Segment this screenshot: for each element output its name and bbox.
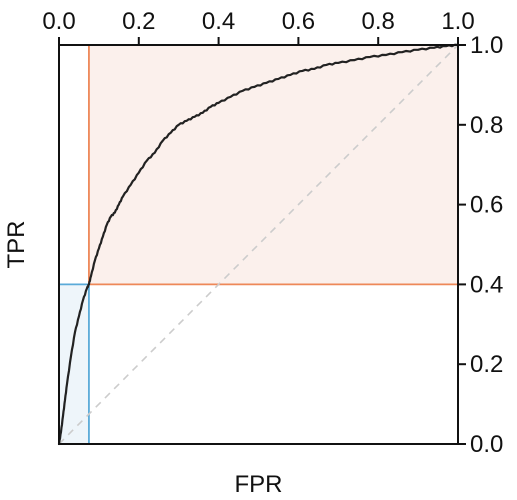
y-tick-label: 0.4 xyxy=(470,271,503,298)
y-axis-title: TPR xyxy=(3,221,30,269)
y-tick-label: 0.6 xyxy=(470,192,503,219)
x-tick-label: 0.4 xyxy=(202,8,235,35)
y-tick-label: 0.0 xyxy=(470,431,503,458)
lower-left-shaded-region xyxy=(59,284,89,444)
reference-diagonal-line xyxy=(58,44,459,445)
x-tick-label: 1.0 xyxy=(441,8,474,35)
upper-right-shaded-region xyxy=(88,45,459,285)
threshold-lines xyxy=(59,45,458,444)
x-tick-label: 0.2 xyxy=(122,8,155,35)
x-tick-label: 0.6 xyxy=(282,8,315,35)
x-tick-label: 0.8 xyxy=(362,8,395,35)
x-axis-title: FPR xyxy=(235,471,283,498)
y-axis-ticks: 0.0 0.2 0.4 0.6 0.8 1.0 xyxy=(458,32,503,458)
y-tick-label: 0.8 xyxy=(470,112,503,139)
x-axis-ticks: 0.0 0.2 0.4 0.6 0.8 1.0 xyxy=(42,8,475,45)
y-tick-label: 1.0 xyxy=(470,32,503,59)
shaded-regions xyxy=(59,45,459,444)
x-tick-label: 0.0 xyxy=(42,8,75,35)
y-tick-label: 0.2 xyxy=(470,351,503,378)
plot-frame xyxy=(58,44,459,445)
roc-curve-series xyxy=(57,43,460,446)
